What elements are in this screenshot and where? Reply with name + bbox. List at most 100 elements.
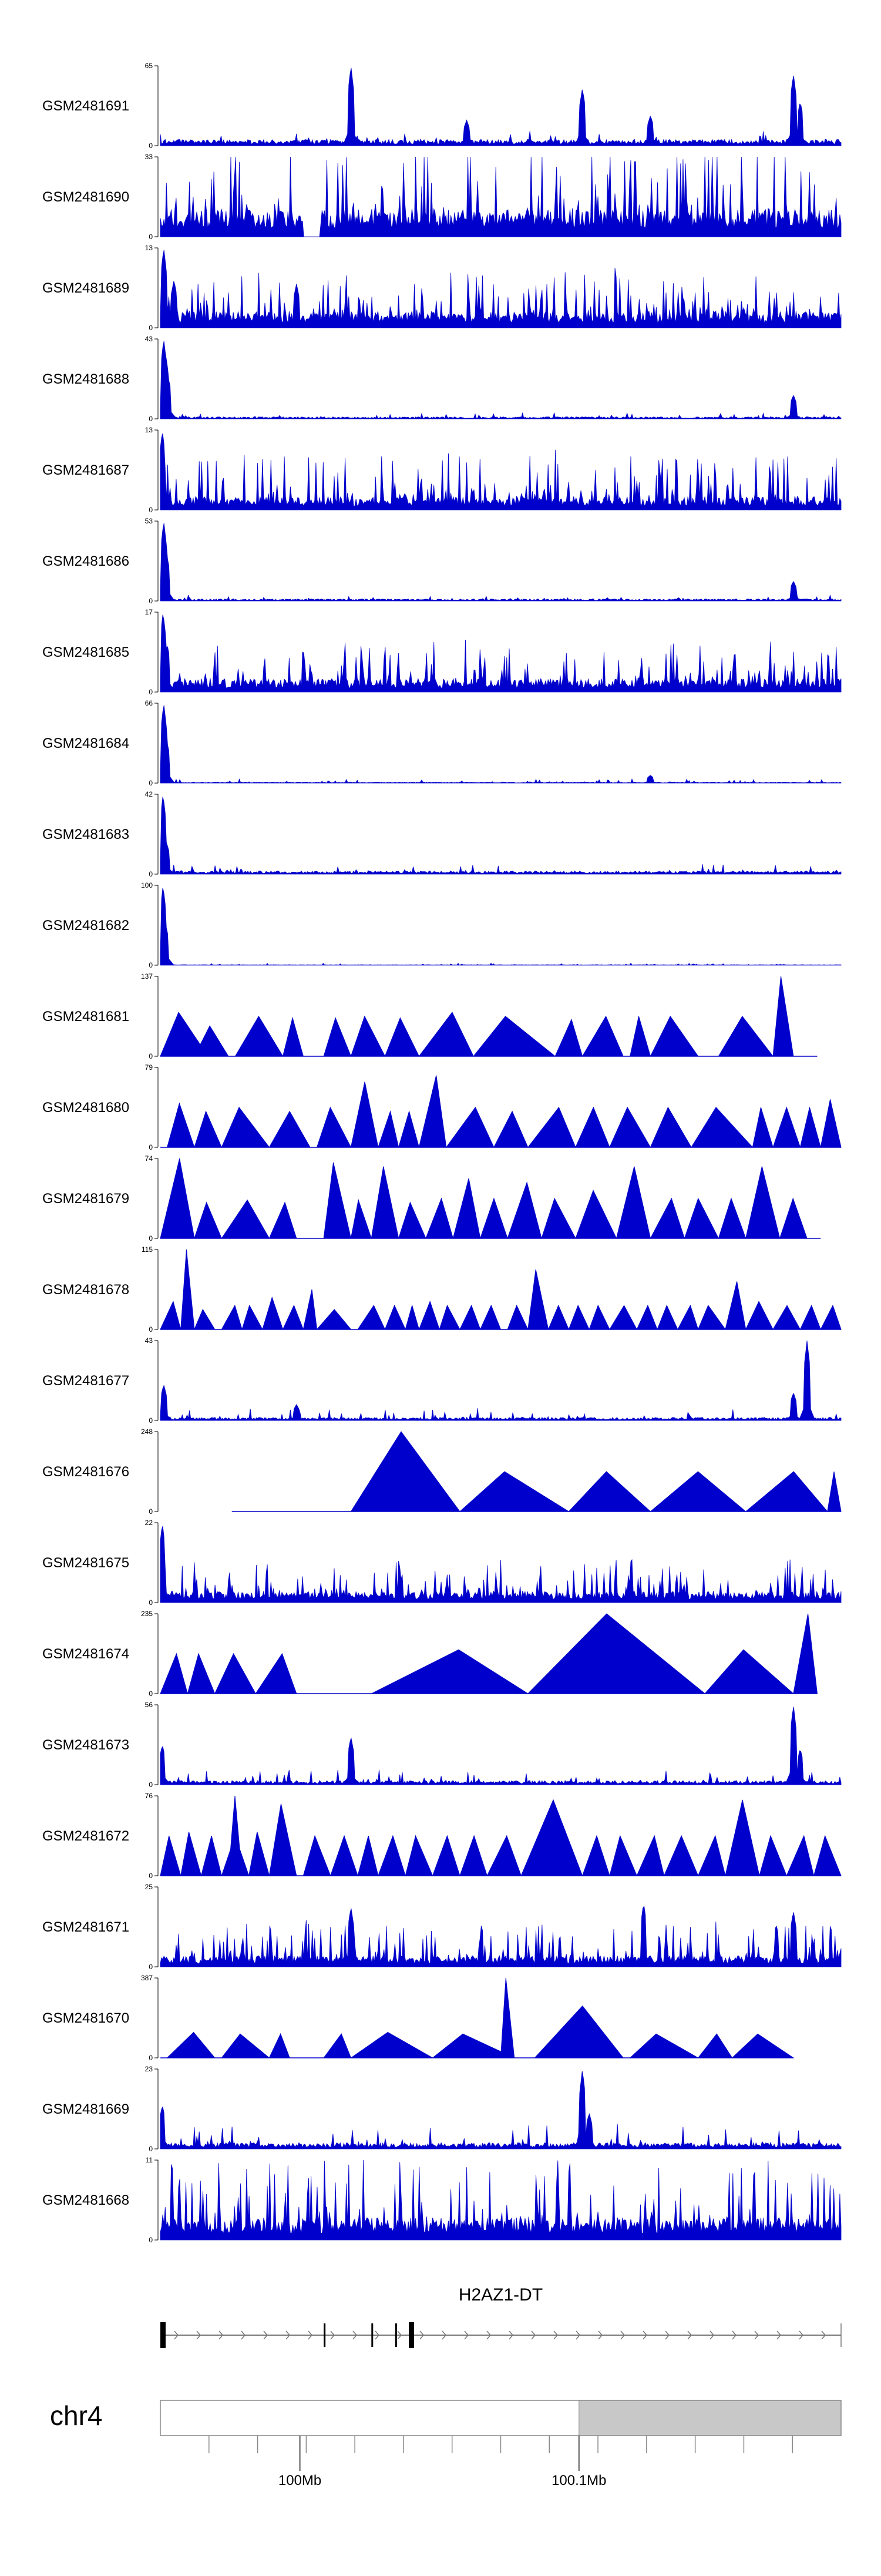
signal-peak <box>282 1304 304 1330</box>
signal-peak <box>350 1082 379 1148</box>
y-max-label: 43 <box>145 335 153 343</box>
signal-peak <box>507 1304 529 1330</box>
strand-arrow <box>620 2330 625 2340</box>
signal-peak <box>160 1835 181 1876</box>
signal-peak <box>180 1832 202 1876</box>
signal-peak <box>718 1197 747 1239</box>
track-GSM2481681: GSM2481681 137 0 <box>42 972 818 1060</box>
signal-peak <box>657 1304 678 1330</box>
signal-peak <box>609 1305 638 1330</box>
signal-peak <box>255 1653 297 1694</box>
y-max-label: 11 <box>146 2156 153 2164</box>
signal-peak <box>323 1017 352 1057</box>
signal-peak <box>241 1304 263 1330</box>
signal-peak <box>180 1249 195 1330</box>
signal-peak <box>418 1012 474 1057</box>
track-label: GSM2481691 <box>42 98 129 114</box>
signal-peak <box>609 1106 651 1148</box>
track-label: GSM2481690 <box>42 189 129 205</box>
signal-peak <box>349 2031 434 2058</box>
signal-area <box>160 888 842 966</box>
strand-arrow <box>776 2330 781 2340</box>
gene-name: H2AZ1-DT <box>459 2285 543 2305</box>
signal-peak <box>616 1166 651 1239</box>
track-GSM2481669: GSM2481669 23 0 <box>42 2065 842 2153</box>
signal-peak <box>214 1653 257 1694</box>
strand-arrow <box>643 2330 647 2340</box>
signal-peak <box>527 1613 706 1694</box>
signal-peak <box>779 1197 808 1239</box>
signal-peak <box>731 2033 795 2058</box>
y-min-label: 0 <box>149 142 153 150</box>
signal-peak <box>221 1199 270 1239</box>
track-label: GSM2481682 <box>42 918 129 933</box>
signal-peak <box>425 1197 454 1239</box>
strand-arrow <box>821 2330 826 2340</box>
track-GSM2481691: GSM2481691 65 0 <box>42 62 842 150</box>
signal-peak <box>772 1106 801 1148</box>
y-max-label: 248 <box>141 1428 153 1436</box>
y-min-label: 0 <box>149 1507 153 1516</box>
signal-peak <box>330 1835 358 1876</box>
y-max-label: 74 <box>145 1154 153 1163</box>
y-max-label: 25 <box>145 1883 153 1891</box>
signal-peak <box>473 1016 556 1057</box>
track-label: GSM2481681 <box>42 1009 129 1025</box>
signal-area <box>160 1340 842 1421</box>
strand-arrow <box>732 2330 737 2340</box>
y-max-label: 13 <box>145 426 153 434</box>
y-max-label: 115 <box>142 1245 153 1254</box>
y-max-label: 100 <box>141 881 153 889</box>
y-min-label: 0 <box>149 870 153 878</box>
signal-area <box>160 341 842 419</box>
signal-peak <box>316 1309 352 1330</box>
track-label: GSM2481671 <box>42 1919 129 1935</box>
y-min-label: 0 <box>149 1052 153 1060</box>
signal-peak <box>581 1015 624 1057</box>
y-min-label: 0 <box>149 1143 153 1151</box>
signal-peak <box>371 1166 399 1239</box>
signal-peak <box>350 1015 386 1057</box>
signal-peak <box>459 1835 488 1876</box>
strand-arrow <box>174 2330 179 2340</box>
signal-peak <box>194 1025 229 1057</box>
signal-peak <box>527 1269 549 1330</box>
signal-peak <box>745 1301 774 1330</box>
signal-area <box>160 797 842 875</box>
y-min-label: 0 <box>149 1416 153 1425</box>
y-max-label: 56 <box>145 1701 153 1709</box>
track-GSM2481668: GSM2481668 11 0 <box>42 2156 842 2244</box>
y-min-label: 0 <box>149 597 153 605</box>
signal-peak <box>200 1835 222 1876</box>
track-GSM2481671: GSM2481671 25 0 <box>42 1883 842 1971</box>
signal-peak <box>697 2033 733 2058</box>
strand-arrow <box>576 2330 580 2340</box>
track-label: GSM2481677 <box>42 1373 129 1389</box>
strand-arrow <box>687 2330 692 2340</box>
signal-peak <box>677 1304 699 1330</box>
signal-peak <box>759 1835 788 1876</box>
y-min-label: 0 <box>149 506 153 514</box>
y-max-label: 79 <box>145 1063 153 1072</box>
signal-peak <box>568 1471 651 1512</box>
signal-peak <box>575 1106 610 1148</box>
track-GSM2481688: GSM2481688 43 0 <box>42 335 842 423</box>
signal-peak <box>459 1304 481 1330</box>
y-min-label: 0 <box>149 1598 153 1607</box>
signal-peak <box>527 1107 576 1148</box>
signal-peak <box>221 1304 243 1330</box>
signal-peak <box>507 1181 542 1239</box>
y-max-label: 76 <box>145 1792 153 1800</box>
track-GSM2481685: GSM2481685 17 0 <box>42 608 842 696</box>
signal-peak <box>262 1296 284 1330</box>
track-label: GSM2481683 <box>42 827 129 842</box>
signal-peak <box>772 976 794 1057</box>
tick-label: 100.1Mb <box>552 2473 606 2488</box>
signal-area <box>160 2159 842 2241</box>
y-max-label: 17 <box>145 608 153 616</box>
track-label: GSM2481670 <box>42 2010 129 2026</box>
signal-peak <box>357 1305 386 1330</box>
y-max-label: 387 <box>141 1974 153 1982</box>
track-label: GSM2481689 <box>42 280 129 296</box>
track-GSM2481683: GSM2481683 42 0 <box>42 790 842 878</box>
